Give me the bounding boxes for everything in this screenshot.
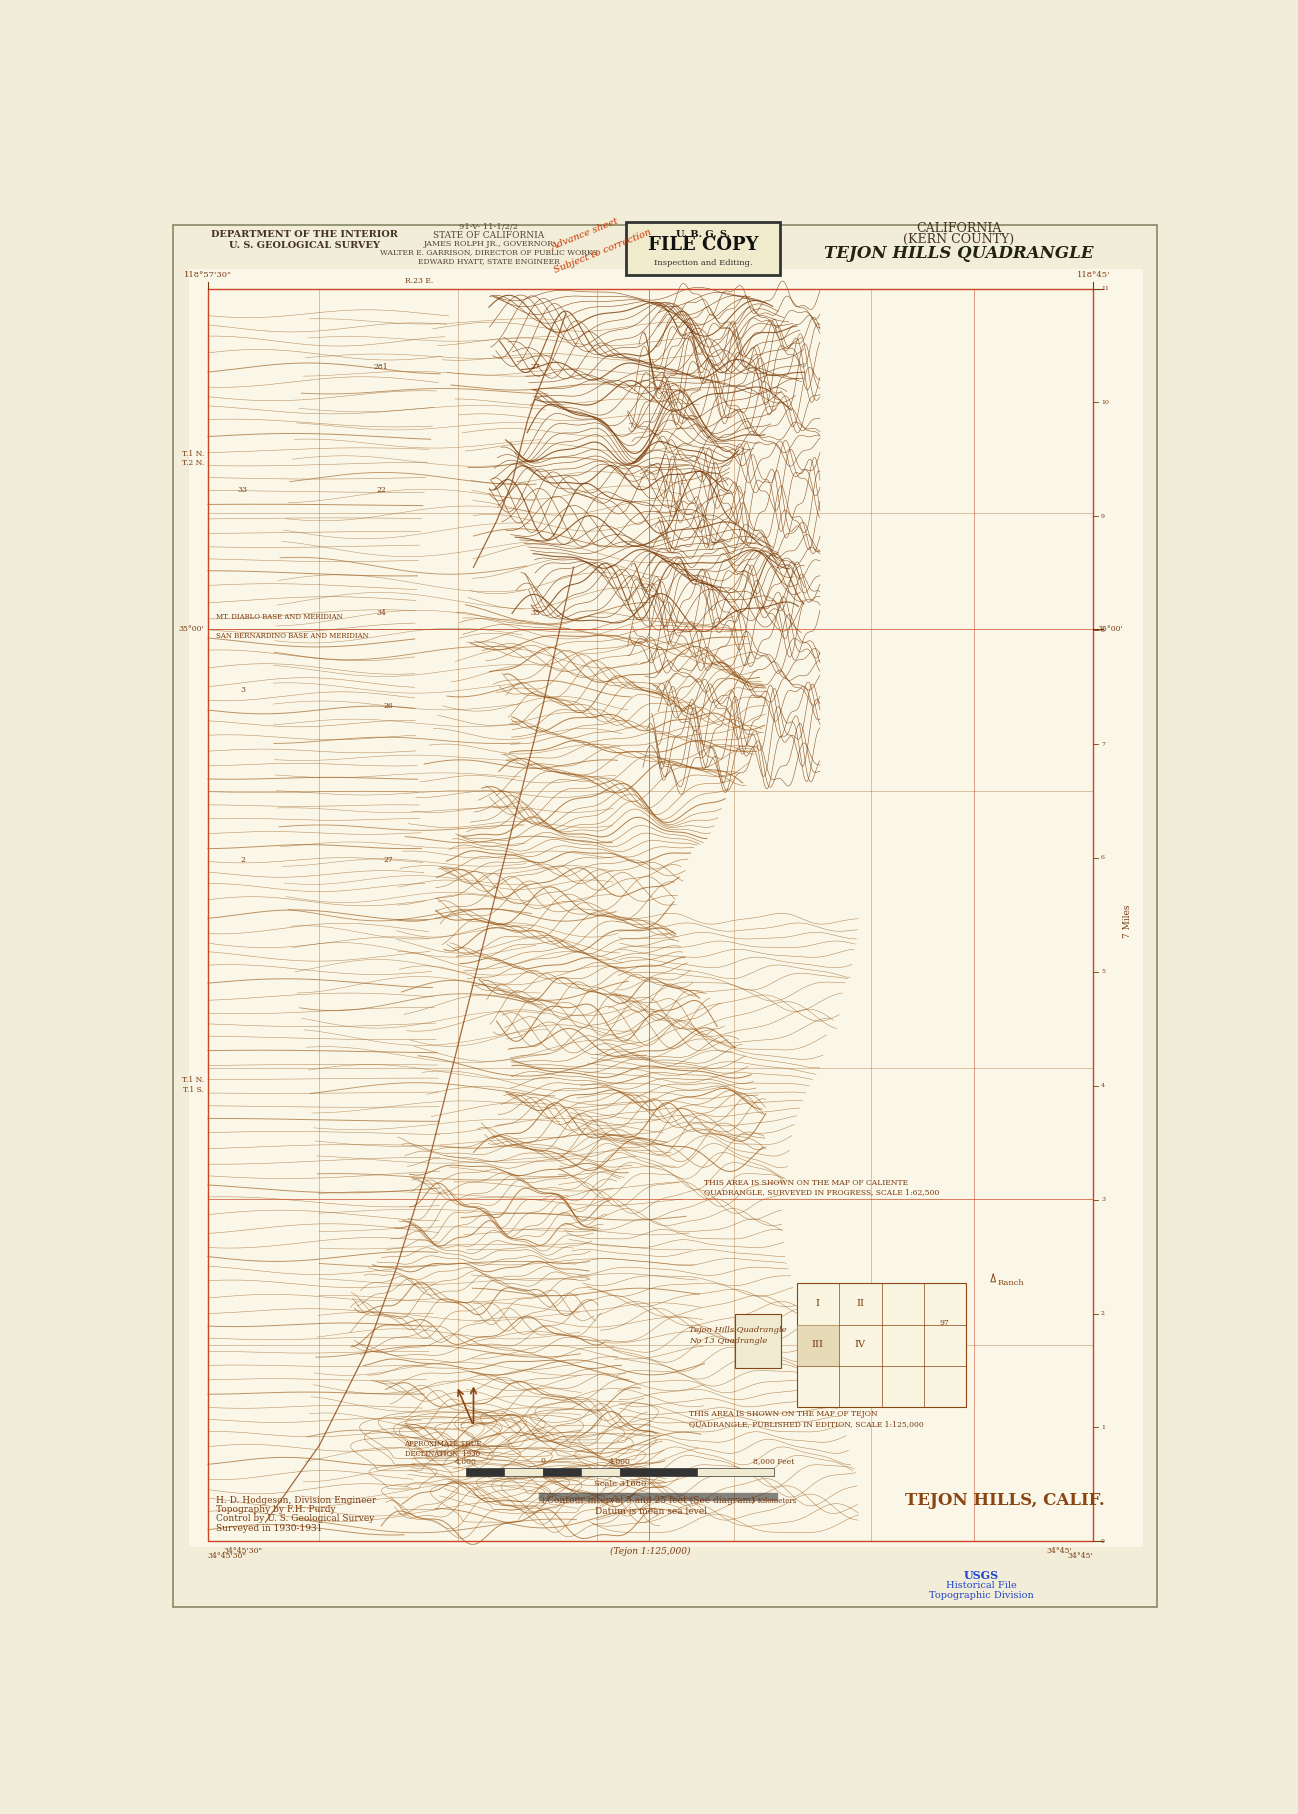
Text: 33: 33 [238,486,248,493]
Text: Ranch: Ranch [997,1279,1024,1288]
Text: 3 Kilometers: 3 Kilometers [752,1497,797,1506]
Text: 27: 27 [530,363,540,372]
Text: 1: 1 [540,1497,545,1506]
Text: II: II [857,1299,864,1308]
Text: IV: IV [854,1341,866,1350]
Text: DEPARTMENT OF THE INTERIOR: DEPARTMENT OF THE INTERIOR [210,230,397,239]
Text: Scale 31680: Scale 31680 [593,1480,646,1487]
Bar [208,288,1093,1542]
Text: U. B. G. S.: U. B. G. S. [676,230,729,239]
Text: H. D. Hodgeson, Division Engineer: H. D. Hodgeson, Division Engineer [215,1497,376,1506]
Text: 91-V- 11-1/2/2: 91-V- 11-1/2/2 [459,223,518,230]
Text: 35°00': 35°00' [1097,624,1123,633]
Text: 8,000 Feet: 8,000 Feet [753,1457,794,1464]
Text: 22: 22 [376,486,386,493]
Text: 6: 6 [1101,856,1105,860]
Bar [626,223,780,274]
Text: 3: 3 [1101,1197,1105,1203]
Bar [620,1468,697,1477]
Text: Advance sheet: Advance sheet [550,216,620,252]
Text: 35°00': 35°00' [178,624,204,633]
Text: 34°45': 34°45' [1046,1547,1072,1555]
Text: 1: 1 [1101,1426,1105,1429]
Text: 281: 281 [374,363,388,372]
Text: III: III [811,1341,824,1350]
Text: 10: 10 [1101,399,1108,405]
Text: 4: 4 [1101,1083,1105,1088]
Text: Surveyed in 1930-1931: Surveyed in 1930-1931 [215,1524,322,1533]
Text: Historical File: Historical File [946,1582,1018,1591]
Text: TEJON HILLS QUADRANGLE: TEJON HILLS QUADRANGLE [824,245,1093,261]
Text: EDWARD HYATT, STATE ENGINEER: EDWARD HYATT, STATE ENGINEER [418,258,559,265]
Text: 3: 3 [240,686,245,695]
Bar [735,1313,781,1368]
Text: (Tejon 1:125,000): (Tejon 1:125,000) [610,1547,691,1556]
Text: 8: 8 [1101,628,1105,633]
Bar [697,1468,774,1477]
Text: QUADRANGLE, PUBLISHED IN EDITION, SCALE 1:125,000: QUADRANGLE, PUBLISHED IN EDITION, SCALE … [689,1420,924,1428]
Text: APPROXIMATE TRUE
DECLINATION, 1930: APPROXIMATE TRUE DECLINATION, 1930 [404,1440,482,1457]
Text: THIS AREA IS SHOWN ON THE MAP OF TEJON: THIS AREA IS SHOWN ON THE MAP OF TEJON [689,1409,877,1419]
Text: I: I [815,1299,819,1308]
Bar [505,1468,543,1477]
Text: No 13 Quadrangle: No 13 Quadrangle [689,1337,767,1346]
Text: 0: 0 [1101,1538,1105,1544]
Text: MT. DIABLO BASE AND MERIDIAN: MT. DIABLO BASE AND MERIDIAN [215,613,343,620]
Text: 27: 27 [384,856,393,863]
Text: 7 Miles: 7 Miles [1124,905,1132,938]
Text: T.1 N.
T.1 S.: T.1 N. T.1 S. [182,1076,204,1094]
Text: Inspection and Editing.: Inspection and Editing. [654,259,753,267]
Text: SAN BERNARDINO BASE AND MERIDIAN: SAN BERNARDINO BASE AND MERIDIAN [215,631,369,640]
Text: CALIFORNIA: CALIFORNIA [916,221,1001,236]
Text: 34°45'30": 34°45'30" [208,1553,247,1560]
Bar [582,1468,620,1477]
Bar [797,1282,966,1406]
Text: Topographic Division: Topographic Division [929,1591,1035,1600]
Text: STATE OF CALIFORNIA: STATE OF CALIFORNIA [434,230,545,239]
Text: (KERN COUNTY): (KERN COUNTY) [903,232,1014,245]
Text: 2: 2 [240,856,245,863]
Text: R.23 E.: R.23 E. [405,278,434,285]
Bar [797,1324,840,1366]
Text: 2: 2 [1101,1312,1105,1315]
Text: 118°57'30": 118°57'30" [184,272,232,279]
Text: 34: 34 [376,610,386,617]
Text: THIS AREA IS SHOWN ON THE MAP OF CALIENTE: THIS AREA IS SHOWN ON THE MAP OF CALIENT… [705,1179,909,1186]
Text: U. S. GEOLOGICAL SURVEY: U. S. GEOLOGICAL SURVEY [228,241,379,250]
Text: TEJON HILLS, CALIF.: TEJON HILLS, CALIF. [905,1491,1105,1509]
Text: Topography by F.H. Purdy: Topography by F.H. Purdy [215,1506,335,1515]
Text: Tejon Hills Quadrangle: Tejon Hills Quadrangle [689,1326,787,1333]
Text: T.1 N.
T.2 N.: T.1 N. T.2 N. [182,450,204,468]
Text: 9: 9 [1101,513,1105,519]
Text: Subject to correction: Subject to correction [553,229,653,276]
Text: JAMES ROLPH JR., GOVERNOR: JAMES ROLPH JR., GOVERNOR [423,239,554,249]
Text: 118°45': 118°45' [1076,272,1110,279]
Text: 34°45': 34°45' [1068,1553,1093,1560]
Text: 97: 97 [940,1319,950,1326]
Text: USGS: USGS [964,1571,999,1582]
Text: 4,000: 4,000 [609,1457,631,1464]
Text: 0: 0 [540,1457,545,1464]
Text: 11: 11 [1101,287,1108,290]
Text: 26: 26 [384,702,393,709]
Text: Datum is mean sea level: Datum is mean sea level [594,1507,706,1517]
Text: 35: 35 [530,610,540,617]
Text: 5: 5 [1101,969,1105,974]
Text: 7: 7 [1101,742,1105,747]
Text: FILE COPY: FILE COPY [648,236,758,254]
Text: WALTER E. GARRISON, DIRECTOR OF PUBLIC WORKS: WALTER E. GARRISON, DIRECTOR OF PUBLIC W… [380,249,598,256]
Text: 4,000: 4,000 [454,1457,476,1464]
Bar [466,1468,505,1477]
Text: Control by U. S. Geological Survey: Control by U. S. Geological Survey [215,1515,374,1524]
Bar [543,1468,582,1477]
Text: Contour interval 5 and 25 feet (See diagram): Contour interval 5 and 25 feet (See diag… [546,1497,754,1506]
Text: 34°45'30": 34°45'30" [223,1547,262,1555]
Text: QUADRANGLE, SURVEYED IN PROGRESS, SCALE 1:62,500: QUADRANGLE, SURVEYED IN PROGRESS, SCALE … [705,1188,940,1197]
